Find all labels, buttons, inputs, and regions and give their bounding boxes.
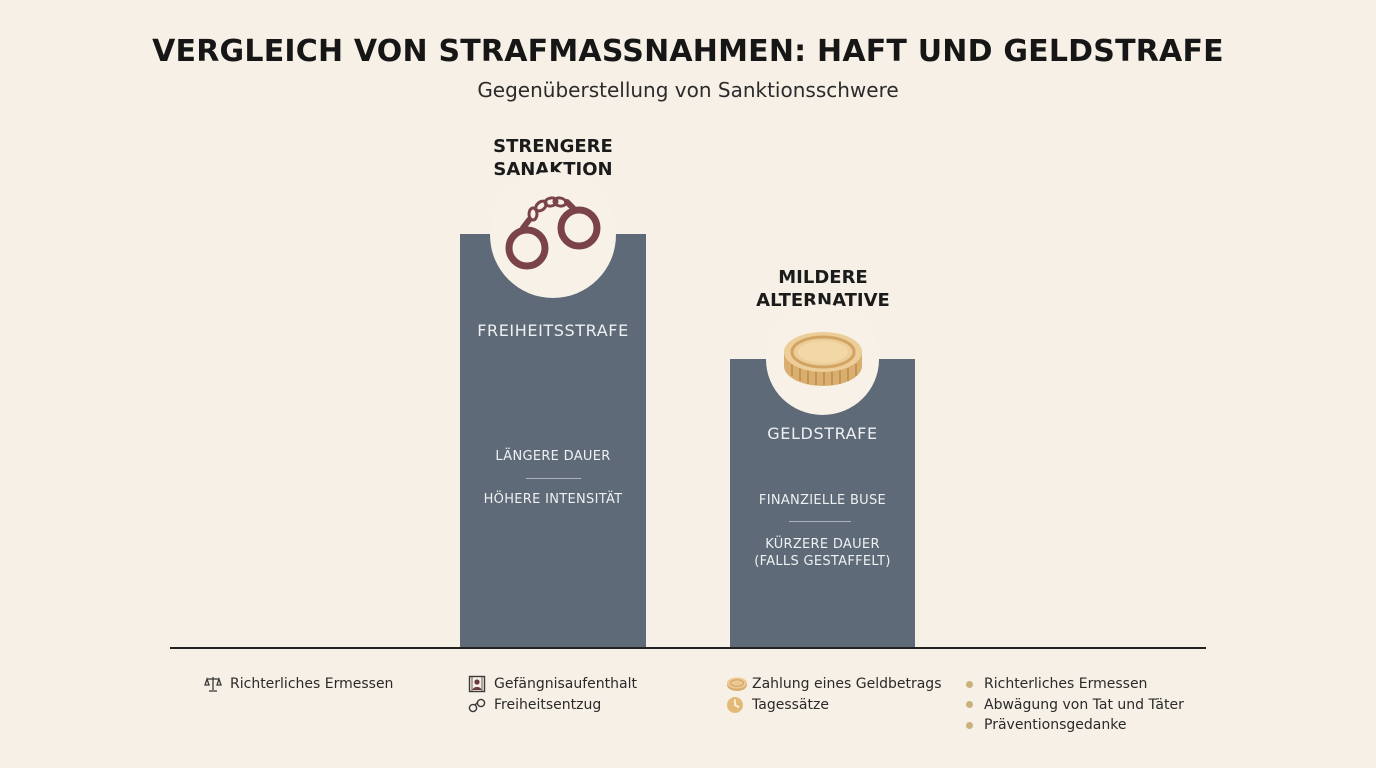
legend-column-4: Richterliches Ermessen Abwägung von Tat … (962, 674, 1184, 736)
legend-column-3: Zahlung eines Geldbetrags Tagessätze (726, 674, 942, 715)
right-detail-duration-line2: (FALLS GESTAFFELT) (754, 554, 891, 569)
baseline (170, 647, 1206, 649)
coin-icon (780, 328, 866, 390)
left-heading-line2: SANAKTION (493, 159, 613, 180)
legend-text: Richterliches Ermessen (984, 676, 1148, 693)
left-divider (526, 478, 581, 479)
left-detail-intensity: HÖHERE INTENSITÄT (483, 492, 623, 507)
legend-text: Tagessätze (752, 696, 829, 713)
legend-text: Gefängnisaufenthalt (494, 676, 637, 693)
dot-icon (962, 696, 976, 714)
page-subtitle: Gegenüberstellung von Sanktionsschwere (477, 78, 899, 102)
left-bar-freiheitsstrafe (460, 234, 646, 648)
page-title: VERGLEICH VON STRAFMASSNAHMEN: HAFT UND … (152, 34, 1224, 69)
legend-text: Zahlung eines Geldbetrags (752, 676, 942, 693)
legend-text: Präventionsgedanke (984, 717, 1127, 734)
legend-text: Abwägung von Tat und Täter (984, 696, 1184, 713)
left-detail-duration: LÄNGERE DAUER (495, 449, 611, 464)
right-heading: MILDERE ALTERNATIVE (728, 266, 918, 312)
legend-item: Zahlung eines Geldbetrags (726, 674, 942, 695)
left-bar-label: FREIHEITSSTRAFE (477, 321, 629, 340)
prison-icon (468, 675, 486, 693)
legend-item: Tagessätze (726, 695, 942, 716)
legend-column-1: Richterliches Ermessen (204, 674, 393, 695)
dot-icon (962, 675, 976, 693)
legend-item: Richterliches Ermessen (204, 674, 393, 695)
left-heading: STRENGERE SANAKTION (468, 135, 638, 181)
dot-icon (962, 716, 976, 734)
legend-item: Abwägung von Tat und Täter (962, 695, 1184, 716)
right-detail-duration: KÜRZERE DAUER (FALLS GESTAFFELT) (730, 536, 915, 570)
handcuffs-icon (468, 696, 486, 714)
legend-item: Freiheitsentzug (468, 695, 637, 716)
right-bar-label: GELDSTRAFE (767, 424, 878, 443)
left-heading-line1: STRENGERE (493, 136, 613, 157)
handcuffs-icon (503, 192, 605, 278)
clock-icon (726, 696, 744, 714)
right-detail-duration-line1: KÜRZERE DAUER (765, 537, 880, 552)
coin-icon (726, 675, 748, 693)
legend-item: Richterliches Ermessen (962, 674, 1184, 695)
right-divider (789, 521, 851, 522)
right-heading-line1: MILDERE (778, 267, 868, 288)
legend-item: Gefängnisaufenthalt (468, 674, 637, 695)
legend-column-2: Gefängnisaufenthalt Freiheitsentzug (468, 674, 637, 715)
scales-icon (204, 675, 222, 693)
legend-text: Freiheitsentzug (494, 696, 602, 713)
legend-text: Richterliches Ermessen (230, 676, 394, 693)
right-heading-line2: ALTERNATIVE (756, 290, 890, 311)
right-detail-fine: FINANZIELLE BUSE (758, 493, 887, 508)
legend-item: Präventionsgedanke (962, 715, 1184, 736)
